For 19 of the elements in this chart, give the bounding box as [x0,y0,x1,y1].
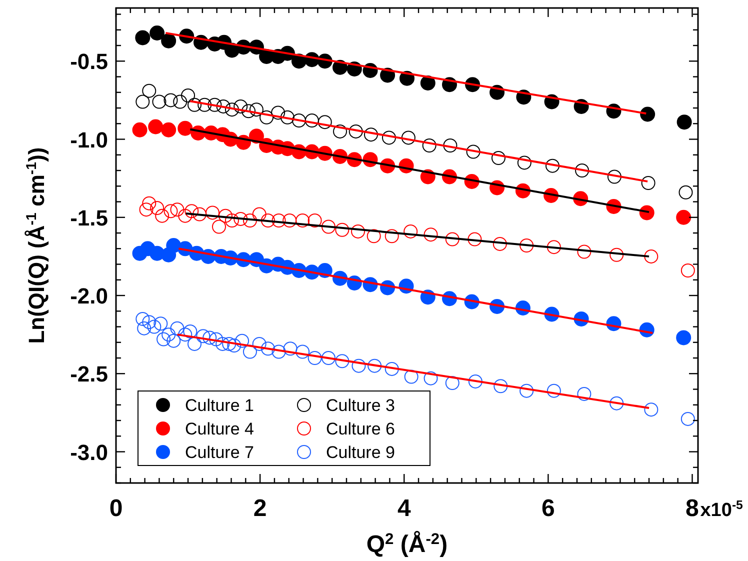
legend-label: Culture 1 [185,396,254,415]
y-tick-label: -1.5 [70,205,108,230]
x-tick-label: 8 [686,495,699,522]
text: x10$^{-5}$ [700,498,744,521]
y-tick-label: -2.0 [70,284,108,308]
y-tick-label: -3.0 [70,440,108,465]
y-tick-label: -0.5 [70,49,108,74]
y-tick-label: -1.0 [70,127,108,152]
x-tick-label: 6 [542,495,555,522]
x-tick-label: 4 [397,495,412,522]
legend-label: Culture 3 [326,396,395,415]
x-tick-label: 0 [109,495,123,522]
legend-label: Culture 6 [326,420,395,438]
legend-label: Culture 7 [185,443,254,462]
x-axis-title: Q$^{2}$ (Å$^{-2}$) [366,530,448,558]
x-tick-label: 2 [253,495,267,522]
y-tick-label: -2.5 [70,362,108,387]
legend-label: Culture 9 [326,443,395,462]
legend-label: Culture 4 [185,420,254,438]
